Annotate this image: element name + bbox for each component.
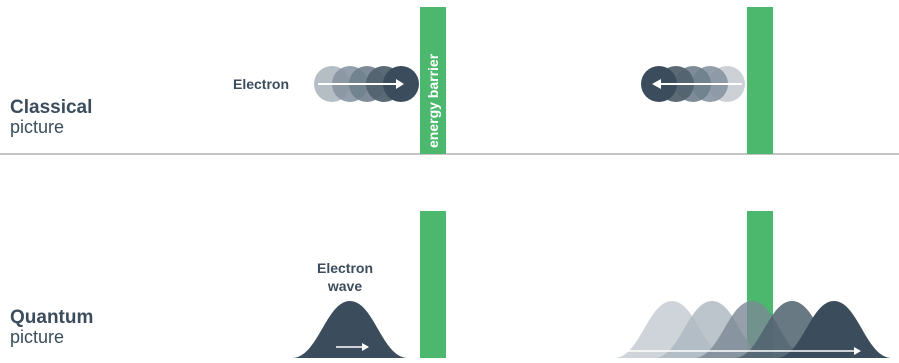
- arrow-right-icon: [854, 347, 861, 355]
- electron-label: Electron: [233, 76, 289, 92]
- tunneling-wave-packets: [614, 301, 892, 358]
- energy-barrier: [420, 7, 446, 154]
- energy-barrier-label: energy barrier: [425, 53, 441, 148]
- electron-wave-packet: [292, 301, 408, 358]
- classical-subtitle: picture: [10, 116, 65, 137]
- arrow-left-icon: [652, 79, 661, 89]
- arrow-right-icon: [362, 343, 369, 351]
- electron-wave-label-line1: Electron: [317, 260, 373, 276]
- electron-wave-packet: [776, 301, 892, 358]
- energy-barrier: [420, 211, 446, 358]
- quantum-title: Quantum: [10, 307, 94, 328]
- incoming-electron-trail: [314, 66, 419, 102]
- classical-picture-title: Classical picture: [10, 98, 92, 137]
- energy-barrier: [747, 7, 773, 154]
- quantum-picture-title: Quantum picture: [10, 308, 93, 347]
- reflected-electron-trail: [641, 66, 745, 102]
- classical-title: Classical: [10, 97, 93, 118]
- arrow-right-icon: [396, 79, 404, 89]
- quantum-subtitle: picture: [10, 326, 65, 347]
- electron-wave-label-line2: wave: [327, 278, 362, 294]
